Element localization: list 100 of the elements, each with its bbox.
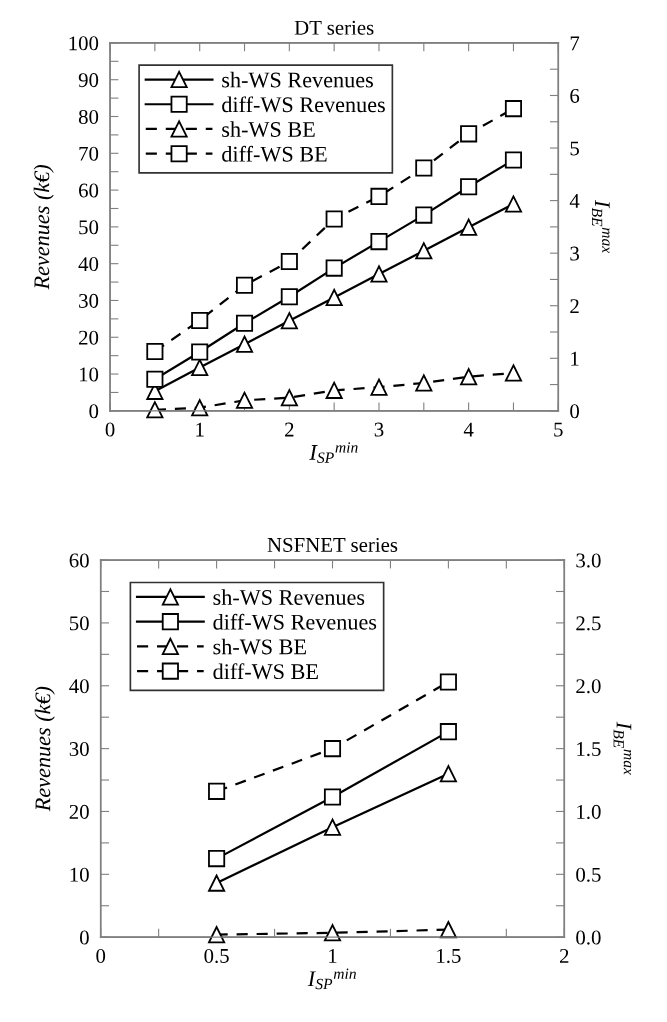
y-tick-label: 10 <box>79 367 99 382</box>
point <box>323 788 342 806</box>
point <box>325 381 343 399</box>
point <box>280 389 298 407</box>
legend-label: diff-WS Revenues <box>222 96 385 113</box>
point <box>415 242 433 260</box>
point <box>208 926 226 944</box>
x-tick-label: 4 <box>463 422 474 437</box>
y2-tick-label: 1 <box>571 351 579 366</box>
y-tick-label: 30 <box>69 741 89 757</box>
y-tick-label: 40 <box>69 679 89 694</box>
point <box>460 368 478 386</box>
point <box>325 288 343 307</box>
y2-tick-label: 0.5 <box>576 867 601 882</box>
point <box>460 178 478 196</box>
x-tick-label: 5 <box>554 422 563 437</box>
point <box>235 335 254 353</box>
y2-axis-title: I$_{BE}$$^{max}$ <box>613 721 632 775</box>
point <box>504 151 523 169</box>
point <box>504 195 523 213</box>
y-tick-label: 20 <box>79 330 99 345</box>
y-tick-label: 20 <box>69 804 89 819</box>
y-tick-label: 50 <box>79 220 99 235</box>
y2-tick-label: 6 <box>570 88 580 103</box>
x-tick-label: 3 <box>374 422 384 437</box>
point <box>208 874 226 892</box>
y-tick-label: 60 <box>69 553 89 568</box>
point <box>235 314 254 332</box>
point <box>191 399 209 417</box>
x-tick-label: 1.5 <box>437 948 461 964</box>
y2-tick-label: 5 <box>570 141 579 156</box>
y2-tick-label: 1.5 <box>577 742 601 757</box>
y-axis-title: Revenues (k€) <box>34 686 55 812</box>
y2-tick-label: 3 <box>570 246 579 261</box>
x-tick-label: 1 <box>329 948 337 963</box>
y-tick-label: 70 <box>79 146 99 161</box>
y-tick-label: 80 <box>78 109 99 124</box>
y2-tick-label: 3.0 <box>576 553 601 568</box>
y-tick-label: 40 <box>78 257 99 272</box>
point <box>504 364 523 382</box>
y2-tick-label: 7 <box>570 36 580 51</box>
legend-label: diff-WS BE <box>222 145 327 162</box>
point <box>439 673 457 691</box>
point <box>415 159 433 177</box>
y2-tick-label: 0.0 <box>576 930 601 945</box>
point <box>191 311 209 329</box>
point <box>235 391 254 409</box>
y-tick-label: 60 <box>79 183 99 198</box>
y2-tick-label: 2.5 <box>576 616 601 631</box>
point <box>439 723 457 741</box>
y-tick-label: 0 <box>89 404 99 419</box>
point <box>191 358 209 376</box>
y2-tick-label: 4 <box>569 194 580 208</box>
point <box>370 233 388 251</box>
point <box>370 187 388 205</box>
point <box>235 276 254 294</box>
x-tick-label: 2 <box>285 422 294 437</box>
point <box>460 218 478 236</box>
point <box>280 288 298 306</box>
legend-label: sh-WS Revenues <box>222 71 373 88</box>
y2-tick-label: 2 <box>570 299 579 313</box>
y-tick-label: 10 <box>70 867 89 882</box>
point <box>208 782 226 800</box>
point <box>191 343 209 361</box>
legend-label: sh-WS BE <box>213 638 306 655</box>
point <box>146 370 164 388</box>
x-axis-title: I$_{SP}$$^{min}$ <box>309 442 358 463</box>
y2-tick-label: 1.0 <box>577 804 601 819</box>
point <box>460 125 478 143</box>
y-tick-label: 90 <box>78 73 99 88</box>
point <box>280 253 298 271</box>
point <box>146 342 164 360</box>
x-tick-label: 0 <box>105 422 115 437</box>
point <box>323 924 342 942</box>
point <box>439 765 457 783</box>
legend-label: diff-WS Revenues <box>213 613 377 630</box>
point <box>146 401 164 419</box>
y-axis-title: Revenues (k€) <box>33 164 54 290</box>
y-tick-label: 30 <box>79 293 99 308</box>
x-tick-label: 0.5 <box>204 948 229 964</box>
point <box>323 740 342 758</box>
point <box>280 312 298 330</box>
y2-axis-title: I$_{BE}$$^{max}$ <box>591 199 610 254</box>
y-tick-label: 100 <box>69 36 99 51</box>
legend-label: sh-WS Revenues <box>213 589 365 606</box>
y2-tick-label: 2.0 <box>576 679 601 694</box>
chart-title: NSFNET series <box>267 537 398 552</box>
chart-title: DT series <box>294 20 374 35</box>
point <box>415 374 433 392</box>
x-tick-label: 1 <box>196 422 204 437</box>
legend-label: diff-WS BE <box>213 663 318 680</box>
point <box>325 210 343 228</box>
point <box>208 850 226 868</box>
point <box>504 100 523 118</box>
point <box>323 818 342 836</box>
point <box>415 206 433 224</box>
y-tick-label: 50 <box>69 616 89 631</box>
point <box>325 259 343 277</box>
x-tick-label: 2 <box>559 948 569 963</box>
point <box>439 921 457 939</box>
